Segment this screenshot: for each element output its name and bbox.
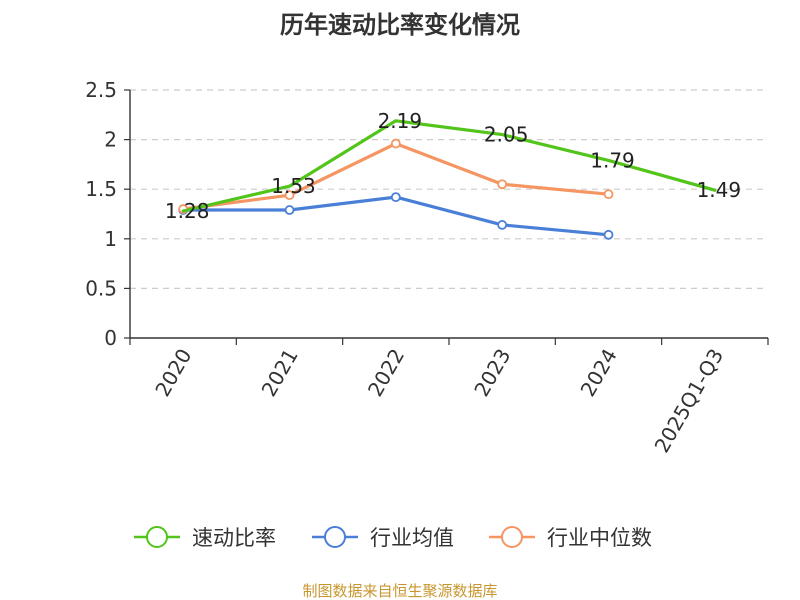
- legend: 速动比率 行业均值 行业中位数: [134, 526, 652, 550]
- series-line-0: [181, 119, 717, 213]
- legend-label: 速动比率: [192, 526, 276, 550]
- data-label-layer: 1.28 1.53 2.19 2.05 1.79 1.49: [165, 109, 741, 223]
- grid-layer: [130, 89, 768, 289]
- series-point-2: [603, 189, 614, 200]
- y-tick-label: 2: [104, 128, 117, 152]
- series-layer: [178, 119, 717, 240]
- data-label: 1.28: [165, 199, 210, 223]
- y-tick-label: 2.5: [85, 78, 117, 102]
- y-tick-label: 1: [104, 227, 117, 251]
- data-label: 2.05: [484, 123, 529, 147]
- data-label: 1.79: [590, 148, 635, 172]
- series-point-2: [390, 138, 401, 149]
- chart-title: 历年速动比率变化情况: [280, 11, 520, 39]
- series-point-1: [603, 229, 614, 240]
- x-tick-label: 2022: [363, 345, 409, 401]
- axis-layer: 0 0.5 1 1.5 2 2.5 2020 2021 2022 2023 2024 2025Q1-Q…: [85, 78, 769, 457]
- legend-label: 行业均值: [370, 526, 454, 550]
- legend-label: 行业中位数: [547, 526, 652, 550]
- series-point-1: [497, 220, 508, 230]
- y-tick-label: 1.5: [85, 177, 117, 201]
- x-tick-label: 2023: [469, 344, 515, 400]
- legend-swatch-marker: [146, 526, 168, 548]
- series-line-1: [181, 195, 611, 237]
- x-tick-label: 2025Q1-Q3: [649, 345, 728, 457]
- series-point-1: [284, 205, 295, 215]
- y-tick-label: 0.5: [85, 276, 117, 300]
- series-point-1: [390, 192, 401, 203]
- source-note: 制图数据来自恒生聚源数据库: [302, 582, 497, 600]
- x-tick-label: 2024: [576, 345, 622, 401]
- series-point-2: [497, 179, 508, 190]
- y-tick-label: 0: [104, 326, 117, 350]
- series-point-2: [284, 190, 295, 201]
- legend-swatch-marker: [324, 526, 346, 548]
- legend-swatch-marker: [501, 526, 523, 548]
- data-label: 2.19: [378, 109, 423, 133]
- x-tick-label: 2021: [257, 345, 303, 401]
- data-label: 1.53: [271, 174, 316, 198]
- data-label: 1.49: [697, 178, 742, 202]
- x-tick-label: 2020: [150, 345, 196, 401]
